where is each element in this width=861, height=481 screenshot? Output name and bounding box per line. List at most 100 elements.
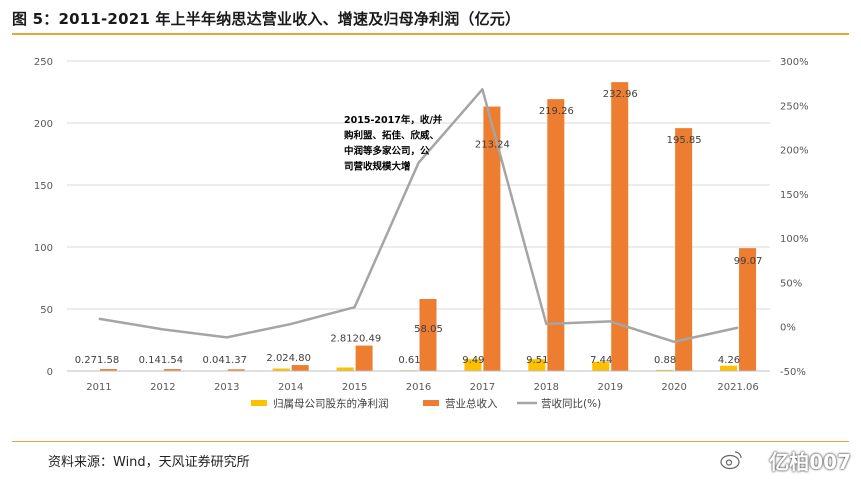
source-note: 资料来源：Wind，天风证券研究所 bbox=[48, 455, 250, 470]
yoy-point bbox=[545, 323, 547, 325]
weibo-icon bbox=[720, 451, 742, 470]
bar-revenue bbox=[483, 106, 501, 371]
label-net-profit: 0.88 bbox=[654, 355, 676, 366]
bar-net-profit bbox=[528, 359, 546, 371]
legend-swatch bbox=[251, 400, 267, 406]
legend-label: 营收同比(%) bbox=[541, 397, 601, 410]
label-revenue: 1.54 bbox=[161, 355, 183, 366]
axes: 0 50 100 150 200 250 -50% 0% 50% 100% 150% 200% 250%… bbox=[34, 57, 809, 393]
yoy-point bbox=[481, 88, 483, 90]
x-tick-label: 2020 bbox=[661, 382, 686, 393]
label-revenue: 213.24 bbox=[475, 140, 510, 151]
x-tick-label: 2021.06 bbox=[717, 382, 758, 393]
yoy-point bbox=[418, 162, 419, 164]
bar-revenue bbox=[547, 99, 565, 371]
annotation-line: 购利盟、拓佳、欣威、 bbox=[344, 130, 439, 142]
x-tick-label: 2015 bbox=[342, 382, 367, 393]
y-right-tick-label: 200% bbox=[780, 146, 809, 157]
annotation-line: 司营收规模大增 bbox=[344, 161, 411, 173]
gridlines bbox=[67, 60, 770, 310]
legend-label: 营业总收入 bbox=[445, 397, 498, 410]
bar-revenue bbox=[227, 369, 245, 371]
yoy-point bbox=[737, 327, 739, 329]
label-revenue: 58.05 bbox=[414, 324, 443, 335]
yoy-point bbox=[354, 306, 356, 308]
data-labels: 0.27 1.58 0.14 1.54 0.04 1.37 2.02 4.80 2.81 20.4… bbox=[75, 89, 763, 366]
x-tick-label: 2019 bbox=[598, 382, 623, 393]
yoy-point bbox=[162, 328, 164, 330]
label-revenue: 232.96 bbox=[603, 89, 638, 100]
bar-net-profit bbox=[272, 368, 290, 371]
label-revenue: 20.49 bbox=[353, 334, 382, 345]
legend-label: 归属母公司股东的净利润 bbox=[273, 397, 389, 410]
title-divider bbox=[12, 33, 849, 35]
label-revenue: 99.07 bbox=[734, 256, 763, 267]
yoy-point bbox=[609, 320, 611, 322]
bar-revenue bbox=[355, 345, 373, 371]
label-net-profit: 2.02 bbox=[266, 353, 288, 364]
yoy-point bbox=[98, 318, 100, 320]
y-left-tick-label: 100 bbox=[34, 243, 53, 254]
x-tick-label: 2014 bbox=[278, 382, 303, 393]
y-right-tick-label: 100% bbox=[780, 234, 809, 245]
label-net-profit: 0.61 bbox=[398, 355, 420, 366]
bar-revenue bbox=[163, 369, 181, 371]
legend-swatch bbox=[423, 400, 439, 406]
y-right-tick-label: -50% bbox=[780, 367, 806, 378]
yoy-line bbox=[98, 88, 739, 344]
bars bbox=[80, 82, 757, 372]
label-revenue: 4.80 bbox=[289, 353, 311, 364]
yoy-point bbox=[226, 336, 228, 338]
label-revenue: 219.26 bbox=[539, 106, 574, 117]
label-revenue: 1.37 bbox=[225, 355, 247, 366]
x-tick-label: 2016 bbox=[406, 382, 431, 393]
figure-title: 图 5：2011-2021 年上半年纳思达营业收入、增速及归母净利润（亿元） bbox=[12, 10, 521, 28]
y-right-tick-label: 150% bbox=[780, 190, 809, 201]
chart-svg: 0.27 1.58 0.14 1.54 0.04 1.37 2.02 4.80 2.81 20.4… bbox=[34, 57, 809, 410]
label-net-profit: 4.26 bbox=[718, 355, 740, 366]
bar-revenue bbox=[611, 82, 629, 371]
yoy-point bbox=[290, 323, 292, 325]
yoy-point bbox=[673, 341, 675, 343]
label-net-profit: 0.04 bbox=[203, 355, 225, 366]
yoy-growth-line bbox=[98, 88, 739, 344]
y-left-tick-label: 50 bbox=[40, 305, 53, 316]
label-net-profit: 2.81 bbox=[330, 334, 352, 345]
bar-revenue bbox=[739, 248, 757, 371]
label-net-profit: 7.44 bbox=[590, 355, 612, 366]
x-tick-label: 2011 bbox=[86, 382, 111, 393]
watermark: 亿柏007 bbox=[769, 450, 851, 474]
y-right-tick-label: 0% bbox=[780, 323, 796, 334]
x-tick-label: 2017 bbox=[470, 382, 495, 393]
bar-net-profit bbox=[592, 361, 610, 371]
label-net-profit: 9.51 bbox=[526, 355, 548, 366]
legend: 归属母公司股东的净利润 营业总收入 营收同比(%) bbox=[251, 397, 601, 410]
label-net-profit: 0.27 bbox=[75, 355, 97, 366]
bar-net-profit bbox=[656, 369, 674, 371]
label-revenue: 1.58 bbox=[97, 355, 119, 366]
y-right-tick-label: 300% bbox=[780, 57, 809, 68]
annotation-line: 2015-2017年，收/并 bbox=[344, 114, 443, 126]
bar-revenue bbox=[99, 369, 117, 371]
y-right-tick-label: 50% bbox=[780, 278, 802, 289]
label-net-profit: 9.49 bbox=[462, 355, 484, 366]
y-right-tick-label: 250% bbox=[780, 101, 809, 112]
label-net-profit: 0.14 bbox=[139, 355, 161, 366]
bar-revenue bbox=[675, 128, 693, 371]
bar-net-profit bbox=[720, 365, 738, 371]
bar-net-profit bbox=[464, 359, 482, 371]
label-revenue: 195.85 bbox=[667, 135, 702, 146]
y-left-tick-label: 150 bbox=[34, 181, 53, 192]
y-left-tick-label: 200 bbox=[34, 119, 53, 130]
x-tick-label: 2018 bbox=[534, 382, 559, 393]
x-tick-label: 2012 bbox=[150, 382, 175, 393]
x-tick-label: 2013 bbox=[214, 382, 239, 393]
y-left-tick-label: 0 bbox=[47, 367, 53, 378]
annotation-line: 中润等多家公司，公 bbox=[344, 145, 430, 157]
bar-revenue bbox=[419, 299, 437, 371]
y-left-tick-label: 250 bbox=[34, 57, 53, 68]
bar-net-profit bbox=[336, 367, 354, 371]
source-divider bbox=[12, 441, 849, 442]
bar-revenue bbox=[291, 365, 309, 371]
